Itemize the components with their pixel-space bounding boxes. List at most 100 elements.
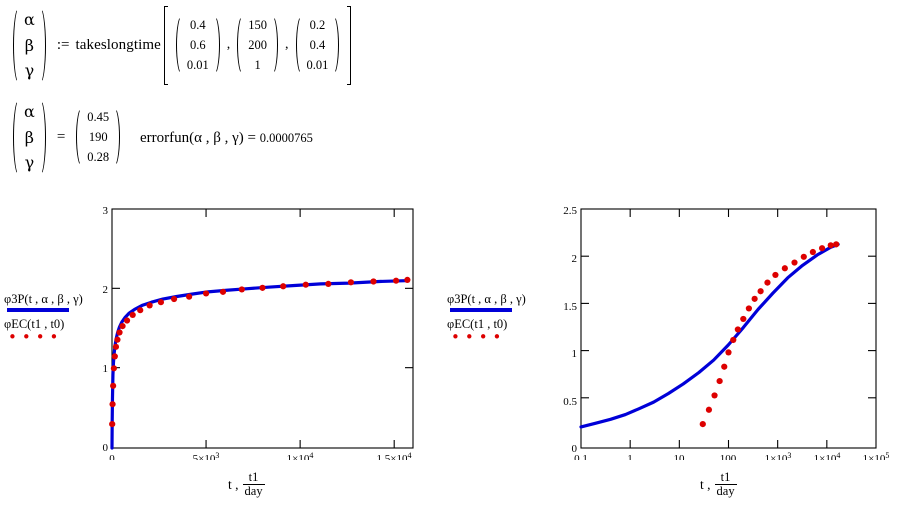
errorfun-value: 0.0000765 (259, 131, 313, 145)
assign-operator: := (56, 36, 70, 53)
arg2-value-3: 1 (254, 58, 261, 73)
equals-operator: = (56, 128, 66, 145)
ytick-label-1p5: 1.5 (563, 301, 577, 313)
plot-linear-series (109, 276, 411, 450)
errorfun-equals: = (247, 130, 256, 146)
equation-result: α β γ = 0.45 190 0.28 (8, 98, 125, 177)
data-point (757, 288, 764, 295)
arg1-value-1: 0.4 (190, 18, 206, 33)
plot-linear-canvas: 3 2 1 0 0 5×103 1×104 1.5×104 (103, 205, 414, 460)
arg1-value-2: 0.6 (190, 38, 206, 53)
data-point (730, 336, 737, 344)
xtick-label-0: 0 (109, 453, 115, 460)
errorfun-label: errorfun (140, 130, 190, 146)
fraction-denominator: day (242, 484, 265, 499)
data-point (259, 284, 266, 291)
plot-log-series (579, 241, 840, 429)
data-point (112, 343, 120, 350)
arg2-value-1: 150 (248, 18, 268, 33)
x-axis-title-fraction: t1 day (242, 470, 265, 499)
data-point (129, 311, 136, 319)
ytick-label-2: 2 (103, 284, 109, 296)
arg1-value-3: 0.01 (186, 58, 209, 73)
data-point (110, 382, 117, 389)
errorfun-args: (α , β , γ) (189, 130, 244, 146)
right-paren (40, 6, 49, 85)
data-point (116, 329, 123, 336)
xtick-label-3: 100 (720, 453, 737, 460)
arg3-value-3: 0.01 (306, 58, 329, 73)
function-name-takeslongtime: takeslongtime (75, 36, 161, 53)
right-paren (272, 14, 281, 76)
plot-frame (111, 208, 414, 449)
data-point (186, 293, 193, 300)
data-point (745, 305, 752, 312)
left-paren (10, 98, 19, 177)
xtick-label-0: 0.1 (574, 453, 588, 460)
data-point (109, 421, 116, 428)
vector-symbol-beta: β (24, 35, 35, 55)
argument-vector-2: 150 200 1 (234, 14, 281, 76)
data-point (809, 248, 816, 256)
ytick-label-0: 0 (103, 442, 109, 454)
legend-line-swatch (7, 308, 69, 312)
arg-bracket-right (345, 6, 353, 85)
data-point (302, 281, 309, 288)
legend-dots-swatch: •••• (8, 327, 64, 346)
data-point (157, 299, 165, 306)
x-axis-ticks (205, 209, 395, 448)
data-point (725, 349, 732, 356)
x-axis-title-plot-linear: t , t1 day (228, 470, 265, 499)
data-point (392, 277, 400, 284)
ytick-label-2p5: 2.5 (563, 205, 577, 217)
result-value-alpha: 0.45 (87, 110, 110, 125)
data-curve (110, 279, 408, 450)
arg-separator-1: , (226, 37, 231, 53)
data-point (772, 271, 779, 279)
fraction-numerator: t1 (720, 470, 731, 484)
right-paren (40, 98, 49, 177)
arg2-value-2: 200 (248, 38, 268, 53)
data-point (764, 279, 771, 286)
xtick-label-3: 1.5×104 (377, 451, 412, 460)
arg-bracket-left (162, 6, 170, 85)
data-point (791, 259, 798, 266)
plot-linear: 3 2 1 0 0 5×103 1×104 1.5×104 (72, 200, 432, 460)
data-point (119, 323, 126, 330)
xtick-label-4: 1×103 (765, 451, 792, 460)
data-point (202, 290, 210, 297)
data-point (699, 421, 706, 428)
left-paren (293, 14, 302, 76)
lhs-vector-alpha-beta-gamma: α β γ (10, 98, 49, 177)
plot-log-canvas: 2.5 2 1.5 1 0.5 0 (563, 205, 889, 460)
x-axis-title-lead: t , (228, 476, 239, 492)
xtick-label-1: 1 (627, 453, 633, 460)
argument-vector-3: 0.2 0.4 0.01 (293, 14, 343, 76)
legend-plot-log: φ3P(t , α , β , γ) φEC(t1 , t0) •••• (447, 292, 526, 344)
ytick-label-0: 0 (572, 443, 578, 455)
data-point (114, 336, 121, 343)
xtick-label-2: 10 (674, 453, 686, 460)
ytick-label-3: 3 (103, 205, 109, 217)
data-point (111, 353, 118, 360)
data-point (109, 401, 116, 408)
right-paren (333, 14, 342, 76)
data-point (716, 377, 723, 385)
legend-entry-phi3p: φ3P(t , α , β , γ) (4, 292, 83, 312)
ytick-label-2: 2 (572, 253, 578, 265)
data-point (110, 365, 117, 372)
data-point (781, 265, 788, 272)
left-paren (10, 6, 19, 85)
result-vector: 0.45 190 0.28 (73, 106, 123, 168)
xtick-label-1: 5×103 (193, 451, 220, 460)
legend-plot-linear: φ3P(t , α , β , γ) φEC(t1 , t0) •••• (4, 292, 83, 346)
right-paren (114, 106, 123, 168)
arg-separator-2: , (285, 37, 289, 53)
legend-label-phiec: φEC(t1 , t0) (4, 316, 65, 331)
result-value-beta: 190 (88, 130, 108, 145)
data-point (734, 326, 741, 333)
legend-label-phiec: φEC(t1 , t0) (447, 316, 508, 331)
lhs-vector-alpha-beta-gamma: α β γ (10, 6, 49, 85)
left-paren (234, 14, 243, 76)
errorfun-expression: errorfun(α , β , γ) = 0.0000765 (140, 130, 313, 147)
